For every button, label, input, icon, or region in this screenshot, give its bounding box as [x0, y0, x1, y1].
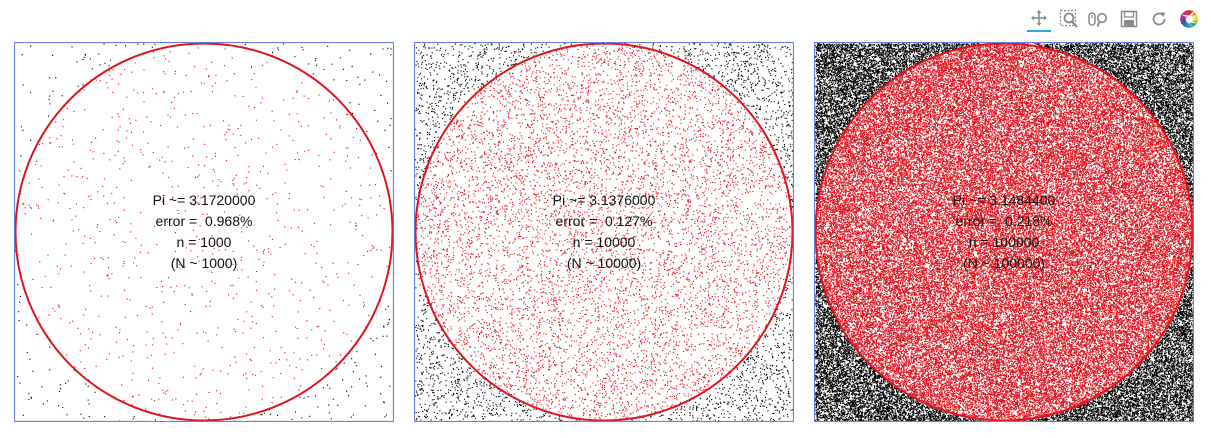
pan-tool[interactable]: [1027, 6, 1051, 32]
plot-panel-2[interactable]: Pi ~= 3.1376000 error = 0.127% n = 10000…: [414, 42, 794, 422]
unit-circle: [416, 44, 793, 421]
box-zoom-tool[interactable]: [1057, 6, 1081, 32]
bokeh-logo-icon: [1179, 9, 1199, 29]
box-zoom-icon: [1059, 9, 1079, 29]
plot-panel-3[interactable]: Pi ~= 3.1484400 error = 0.218% n = 10000…: [814, 42, 1194, 422]
unit-circle: [16, 44, 393, 421]
pan-icon: [1030, 9, 1048, 27]
inside-points: [15, 47, 392, 419]
save-tool[interactable]: [1117, 6, 1141, 32]
plot-panel-1[interactable]: Pi ~= 3.1720000 error = 0.968% n = 1000 …: [14, 42, 394, 422]
wheel-zoom-tool[interactable]: [1087, 6, 1111, 32]
reset-icon: [1150, 10, 1168, 28]
wheel-zoom-icon: [1088, 10, 1110, 28]
save-icon: [1120, 10, 1138, 28]
scatter-plot-2: [414, 42, 794, 422]
scatter-plot-1: [14, 42, 394, 422]
reset-tool[interactable]: [1147, 6, 1171, 32]
toolbar: [1027, 4, 1201, 34]
bokeh-logo[interactable]: [1177, 6, 1201, 32]
scatter-plot-3: [814, 42, 1194, 422]
